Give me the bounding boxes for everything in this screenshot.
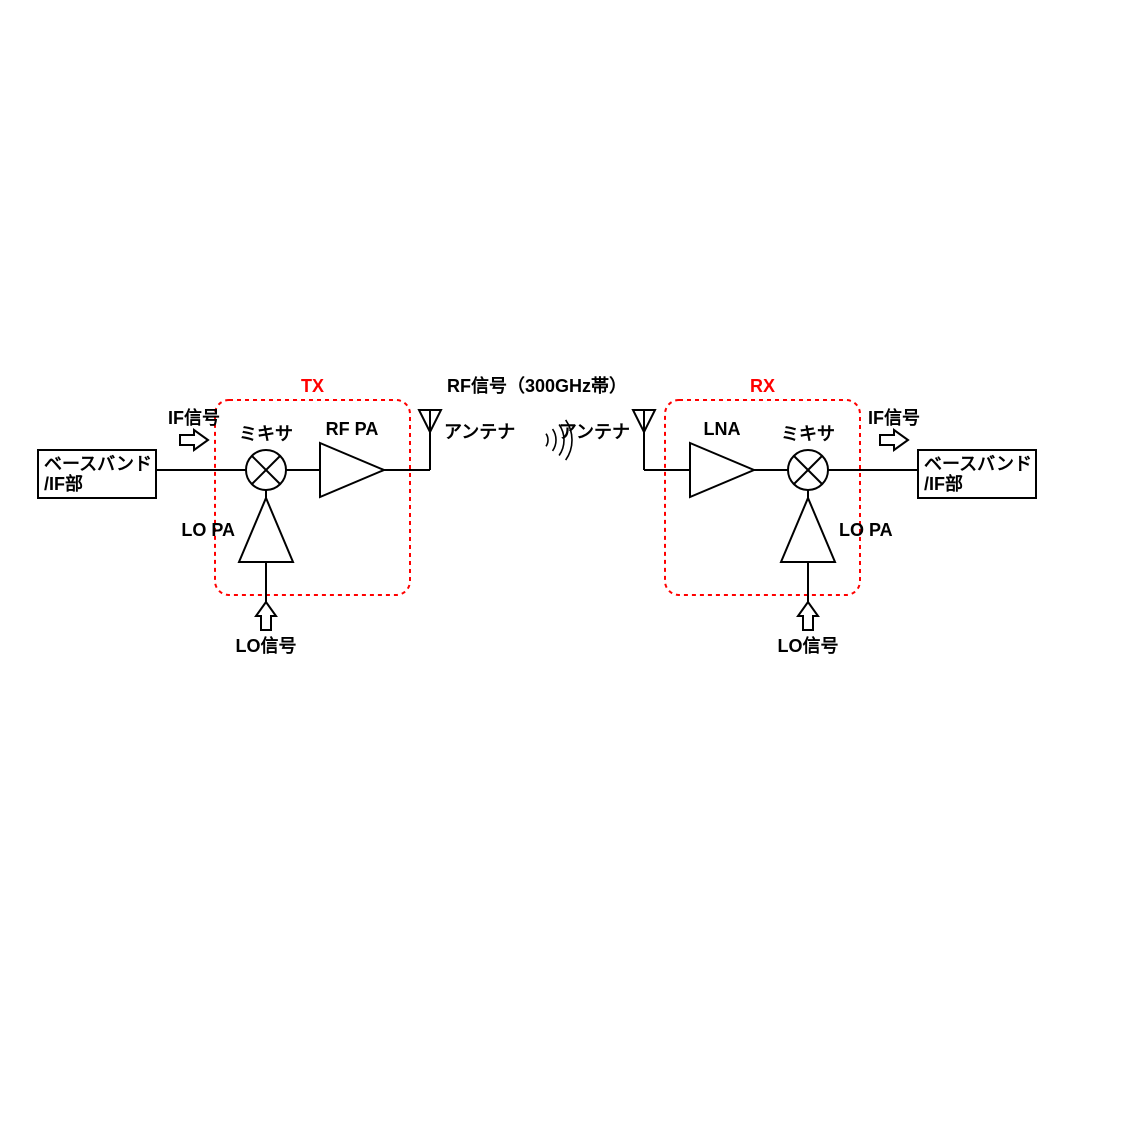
lna-amplifier-icon	[690, 443, 754, 497]
rf-pa-label: RF PA	[326, 419, 379, 439]
rf-block-diagram: ベースバンド /IF部 ベースバンド /IF部 TX RX RF信号（300GH…	[0, 0, 1122, 1122]
rf-signal-label: RF信号（300GHz帯）	[447, 375, 627, 396]
lo-pa-rx-amplifier-icon	[781, 498, 835, 562]
lo-pa-tx-label: LO PA	[181, 520, 235, 540]
mixer-rx-icon	[788, 450, 828, 490]
antenna-tx-icon	[419, 410, 441, 470]
baseband-if-left-block: ベースバンド /IF部	[38, 450, 156, 498]
lo-arrow-tx-icon	[256, 602, 276, 630]
lna-label: LNA	[704, 419, 741, 439]
antenna-tx-label: アンテナ	[444, 422, 515, 442]
lo-pa-rx-label: LO PA	[839, 520, 893, 540]
if-signal-right-label: IF信号	[868, 407, 920, 428]
if-arrow-left-icon	[180, 430, 208, 450]
baseband-right-label-2: /IF部	[924, 473, 963, 494]
rx-title-label: RX	[750, 376, 775, 396]
antenna-rx-icon	[633, 410, 655, 470]
baseband-if-right-block: ベースバンド /IF部	[918, 450, 1036, 498]
lo-pa-tx-amplifier-icon	[239, 498, 293, 562]
baseband-left-label-1: ベースバンド	[44, 454, 152, 474]
lo-signal-tx-label: LO信号	[236, 635, 297, 656]
baseband-left-label-2: /IF部	[44, 473, 83, 494]
tx-title-label: TX	[301, 376, 324, 396]
lo-arrow-rx-icon	[798, 602, 818, 630]
mixer-rx-label: ミキサ	[781, 424, 835, 444]
lo-signal-rx-label: LO信号	[778, 635, 839, 656]
baseband-right-label-1: ベースバンド	[924, 454, 1032, 474]
mixer-tx-label: ミキサ	[239, 424, 293, 444]
rf-pa-amplifier-icon	[320, 443, 384, 497]
mixer-tx-icon	[246, 450, 286, 490]
if-arrow-right-icon	[880, 430, 908, 450]
if-signal-left-label: IF信号	[168, 407, 220, 428]
